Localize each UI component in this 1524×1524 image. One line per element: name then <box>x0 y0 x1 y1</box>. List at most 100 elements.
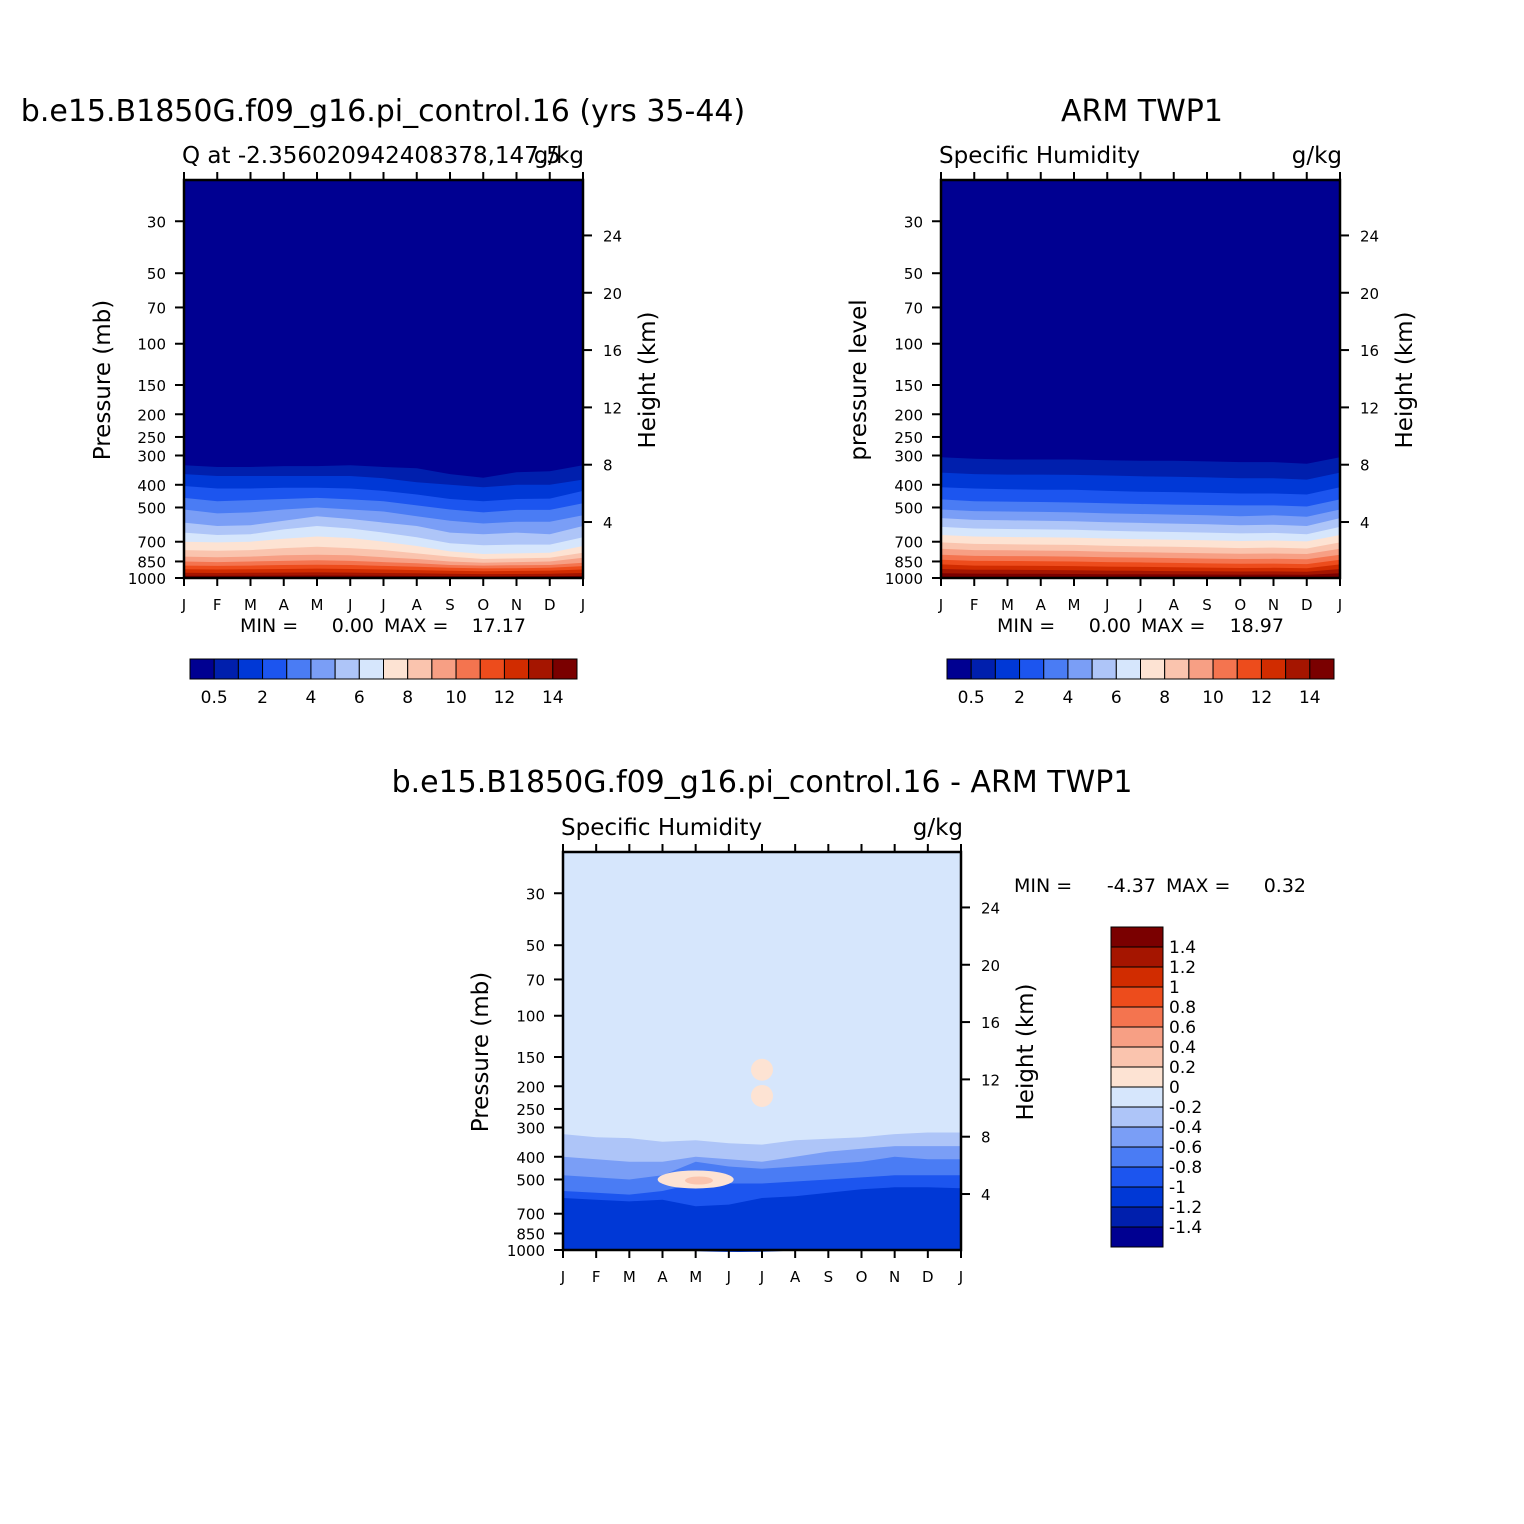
panel-model-colorbar-label: 4 <box>306 688 317 708</box>
panel-diff-colorbar-box <box>1110 1126 1164 1148</box>
panel-model-max-label: MAX = <box>384 615 448 637</box>
panel-model-y2tick-label: 4 <box>603 514 613 532</box>
panel-obs-max-label: MAX = <box>1141 615 1205 637</box>
panel-diff-colorbar-label: -0.8 <box>1169 1158 1202 1178</box>
panel-model-colorbar-box <box>213 658 239 680</box>
panel-diff-colorbar-box <box>1110 986 1164 1008</box>
panel-diff-colorbar-label: 0 <box>1169 1078 1180 1098</box>
panel-model-ytick-label: 70 <box>147 299 166 317</box>
panel-obs-y2label: Height (km) <box>1392 311 1418 448</box>
panel-diff-ytick-label: 1000 <box>507 1242 545 1260</box>
panel-model-left-subtitle: Q at -2.356020942408378,147.5 <box>182 143 561 169</box>
panel-model-y2label: Height (km) <box>635 311 661 448</box>
panel-diff-right-subtitle: g/kg <box>913 815 963 841</box>
panel-model-xtick-label: M <box>311 596 324 614</box>
panel-obs-colorbar-label: 10 <box>1202 688 1224 708</box>
panel-obs-y2tick-label: 12 <box>1360 399 1379 417</box>
panel-model-ytick-label: 200 <box>137 406 166 424</box>
panel-model-ytick-label: 1000 <box>128 570 166 588</box>
panel-obs-y2tick-label: 24 <box>1360 227 1379 245</box>
panel-diff-xtick-label: F <box>592 1268 601 1286</box>
panel-model-max-value: 17.17 <box>472 615 526 637</box>
panel-model-colorbar-box <box>383 658 409 680</box>
panel-obs-xtick-label: J <box>938 596 943 614</box>
panel-model-xtick-label: S <box>445 596 455 614</box>
panel-diff-max-label: MAX = <box>1166 875 1230 897</box>
panel-diff-colorbar-box <box>1110 1026 1164 1048</box>
panel-obs-ytick-label: 150 <box>894 377 923 395</box>
panel-model-ytick-label: 100 <box>137 336 166 354</box>
panel-diff-ytick-label: 300 <box>516 1120 545 1138</box>
panel-model-ytick-label: 300 <box>137 448 166 466</box>
panel-obs-max-value: 18.97 <box>1230 615 1284 637</box>
panel-diff-colorbar-label: 0.2 <box>1169 1058 1196 1078</box>
panel-diff-ytick-label: 100 <box>516 1008 545 1026</box>
panel-obs-ytick-label: 1000 <box>885 570 923 588</box>
panel-obs: ARM TWP1 Specific Humidity g/kg J F M A M J J A… <box>846 94 1418 708</box>
panel-model-xtick-label: J <box>181 596 186 614</box>
panel-model-xtick-label: F <box>213 596 222 614</box>
panel-diff-xtick-label: J <box>958 1268 963 1286</box>
panel-diff-colorbar-box <box>1110 926 1164 948</box>
panel-diff-ytick-label: 250 <box>516 1101 545 1119</box>
panel-obs-colorbar-box <box>1164 658 1190 680</box>
panel-model-ytick-label: 500 <box>137 499 166 517</box>
panel-obs-xtick-label: N <box>1268 596 1279 614</box>
panel-model-plot <box>184 180 583 578</box>
panel-model-colorbar-box <box>189 658 215 680</box>
panel-model-colorbar-label: 12 <box>494 688 516 708</box>
panel-obs-ytick-label: 700 <box>894 534 923 552</box>
panel-diff-colorbar-box <box>1110 1106 1164 1128</box>
panel-model-ytick-label: 400 <box>137 477 166 495</box>
panel-obs-colorbar-box <box>1285 658 1311 680</box>
panel-diff-max-value: 0.32 <box>1264 875 1306 897</box>
panel-diff-left-subtitle: Specific Humidity <box>561 815 762 841</box>
panel-model-colorbar: 0.5 2 4 6 8 10 12 14 <box>189 658 578 708</box>
panel-obs-colorbar-label: 4 <box>1063 688 1074 708</box>
panel-obs-xtick-label: M <box>1001 596 1014 614</box>
panel-diff-ytick-label: 400 <box>516 1149 545 1167</box>
panel-diff-xtick-label: M <box>623 1268 636 1286</box>
panel-model-colorbar-box <box>237 658 264 680</box>
panel-model-ytick-label: 250 <box>137 429 166 447</box>
panel-diff-y2tick-label: 8 <box>981 1129 991 1147</box>
panel-model-colorbar-label: 10 <box>445 688 467 708</box>
panel-obs-colorbar-box <box>1309 658 1335 680</box>
panel-obs-xtick-label: A <box>1169 596 1180 614</box>
panel-obs-colorbar-box <box>1091 658 1117 680</box>
panel-model-ytick-label: 50 <box>147 265 166 283</box>
panel-diff-y2tick-label: 24 <box>981 899 1000 917</box>
panel-obs-colorbar-label: 2 <box>1014 688 1025 708</box>
panel-model-colorbar-label: 2 <box>257 688 268 708</box>
panel-diff-xtick-label: J <box>560 1268 565 1286</box>
panel-diff-ytick-label: 500 <box>516 1171 545 1189</box>
panel-obs-plot <box>941 180 1340 578</box>
panel-model-colorbar-box <box>407 658 433 680</box>
panel-obs-min-label: MIN = <box>997 615 1055 637</box>
panel-diff-colorbar-box <box>1110 1086 1164 1108</box>
panel-diff-ytick-label: 50 <box>526 937 545 955</box>
panel-diff-xtick-label: J <box>759 1268 764 1286</box>
panel-obs-colorbar-box <box>946 658 972 680</box>
panel-diff-anomaly-core <box>684 1176 713 1185</box>
panel-diff-colorbar-label: -1.4 <box>1169 1218 1202 1238</box>
panel-diff: b.e15.B1850G.f09_g16.pi_control.16 - ARM… <box>392 765 1306 1286</box>
panel-model-colorbar-box <box>358 658 384 680</box>
panel-obs-y2tick-label: 20 <box>1360 285 1379 303</box>
panel-diff-ylabel: Pressure (mb) <box>468 972 494 1132</box>
panel-diff-ytick-label: 70 <box>526 971 545 989</box>
panel-diff-colorbar-box <box>1110 946 1164 968</box>
panel-obs-title: ARM TWP1 <box>1061 94 1223 129</box>
panel-model-xtick-label: J <box>580 596 585 614</box>
panel-diff-xtick-label: D <box>922 1268 934 1286</box>
panel-obs-ytick-label: 250 <box>894 429 923 447</box>
panel-obs-colorbar-box <box>1260 658 1287 680</box>
panel-diff-ytick-label: 30 <box>526 885 545 903</box>
panel-model-ytick-label: 150 <box>137 377 166 395</box>
panel-obs-xtick-label: F <box>970 596 979 614</box>
panel-diff-y2label: Height (km) <box>1013 983 1039 1120</box>
panel-obs-colorbar-box <box>1043 658 1069 680</box>
panel-diff-colorbar-box <box>1110 966 1164 988</box>
panel-obs-colorbar-label: 14 <box>1299 688 1321 708</box>
